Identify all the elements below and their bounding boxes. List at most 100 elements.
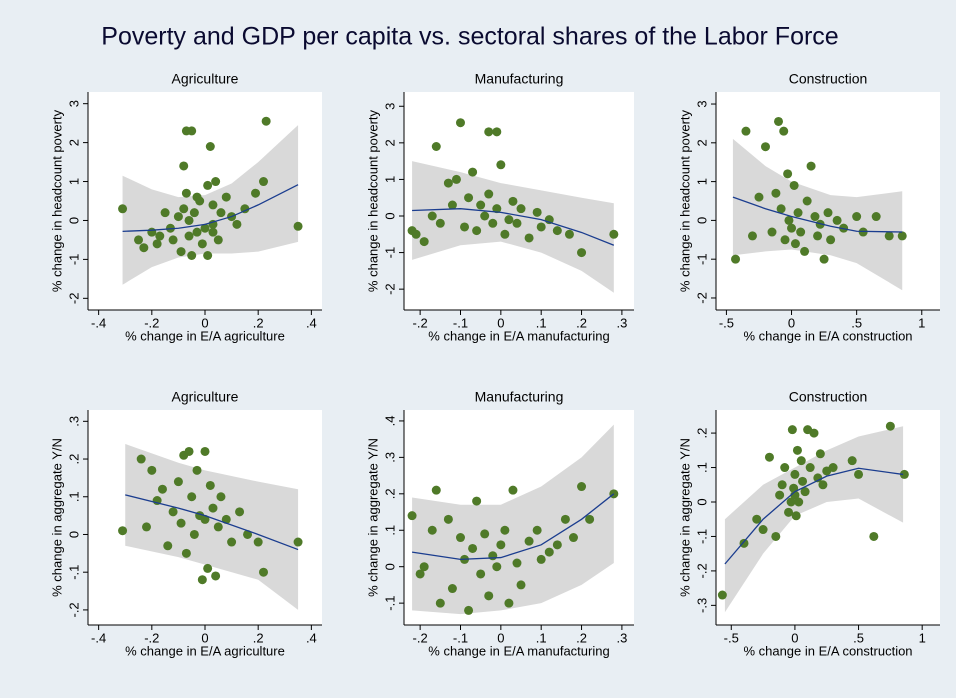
scatter-point <box>447 200 457 210</box>
scatter-point <box>192 465 202 475</box>
y-tick-label: .2 <box>66 454 81 465</box>
y-tick-label: 0 <box>694 498 709 505</box>
scatter-point <box>464 605 474 615</box>
scatter-point <box>760 142 770 152</box>
x-tick-label: .1 <box>536 630 547 645</box>
scatter-point <box>419 562 429 572</box>
scatter-point <box>216 492 226 502</box>
scatter-point <box>184 231 194 241</box>
scatter-point <box>802 196 812 206</box>
scatter-point <box>181 188 191 198</box>
scatter-point <box>777 480 787 490</box>
y-tick-label: -2 <box>66 293 81 305</box>
scatter-point <box>609 229 619 239</box>
y-tick-label: .2 <box>694 428 709 439</box>
scatter-point <box>532 207 542 217</box>
scatter-point <box>758 525 768 535</box>
scatter-point <box>786 497 796 507</box>
scatter-point <box>136 454 146 464</box>
panel-title: Manufacturing <box>475 71 564 87</box>
scatter-point <box>189 529 199 539</box>
scatter-point <box>443 178 453 188</box>
scatter-point <box>419 237 429 247</box>
scatter-point <box>451 174 461 184</box>
scatter-point <box>492 562 502 572</box>
scatter-point <box>577 248 587 258</box>
scatter-point <box>823 208 833 218</box>
scatter-point <box>780 463 790 473</box>
x-tick-label: .4 <box>306 630 317 645</box>
scatter-point <box>152 239 162 249</box>
x-tick-label: -.1 <box>453 630 468 645</box>
scatter-point <box>232 219 242 229</box>
fit-line <box>122 184 299 233</box>
y-tick-label: .1 <box>66 491 81 502</box>
x-tick-label: .3 <box>616 630 627 645</box>
scatter-point <box>203 251 213 260</box>
scatter-point <box>181 548 191 558</box>
x-tick-label: .4 <box>306 315 317 330</box>
scatter-point <box>791 511 801 521</box>
scatter-point <box>468 543 478 553</box>
x-tick-label: 0 <box>791 630 798 645</box>
scatter-point <box>200 514 210 524</box>
scatter-point <box>800 246 810 256</box>
scatter-point <box>741 126 751 136</box>
scatter-point <box>832 215 842 225</box>
fit-line <box>724 467 904 565</box>
scatter-point <box>767 227 777 237</box>
y-tick-label: .4 <box>382 416 397 427</box>
scatter-point <box>869 531 879 541</box>
scatter-point <box>492 204 502 214</box>
scatter-point <box>142 522 151 532</box>
scatter-point <box>885 421 895 431</box>
scatter-point <box>484 189 494 199</box>
y-tick-label: -1 <box>694 253 709 265</box>
x-tick-label: .2 <box>253 315 264 330</box>
fit-line <box>412 208 615 246</box>
scatter-point <box>213 235 223 245</box>
x-tick-label: 0 <box>497 315 504 330</box>
x-tick-label: -.4 <box>91 315 106 330</box>
scatter-point <box>176 247 186 257</box>
y-tick-label: -.2 <box>66 602 81 617</box>
y-tick-label: -.1 <box>694 529 709 544</box>
y-axis-label: % change in headcount poverty <box>49 109 64 292</box>
y-tick-label: 0 <box>66 217 81 224</box>
y-tick-label: .3 <box>382 452 397 463</box>
scatter-point <box>819 254 829 264</box>
fit-line <box>732 196 903 233</box>
x-axis-label: % change in E/A construction <box>743 643 912 658</box>
scatter-point <box>852 212 862 222</box>
scatter-point <box>261 116 271 126</box>
scatter-point <box>568 533 578 543</box>
y-axis-label: % change in aggregate Y/N <box>49 438 64 597</box>
scatter-point <box>460 222 470 232</box>
x-tick-label: -.2 <box>413 630 428 645</box>
scatter-point <box>800 487 810 497</box>
x-tick-label: 1 <box>918 315 925 330</box>
x-tick-label: .3 <box>616 315 627 330</box>
scatter-point <box>253 537 263 547</box>
scatter-point <box>899 469 909 479</box>
scatter-point <box>818 480 828 490</box>
y-tick-label: -2 <box>382 283 397 295</box>
scatter-point <box>208 503 218 513</box>
y-tick-label: 3 <box>382 103 397 110</box>
scatter-point <box>794 497 804 507</box>
scatter-point <box>536 222 546 232</box>
scatter-point <box>784 507 794 517</box>
x-tick-label: 0 <box>497 630 504 645</box>
y-tick-label: .2 <box>382 488 397 499</box>
scatter-point <box>813 473 823 483</box>
scatter-point <box>472 496 482 506</box>
scatter-point <box>798 476 808 486</box>
scatter-point <box>500 525 510 535</box>
scatter-point <box>118 526 128 536</box>
scatter-point <box>787 223 797 233</box>
scatter-point <box>805 463 815 473</box>
scatter-point <box>173 212 183 222</box>
scatter-point <box>447 584 457 594</box>
scatter-point <box>577 482 587 492</box>
x-tick-label: 0 <box>788 315 795 330</box>
